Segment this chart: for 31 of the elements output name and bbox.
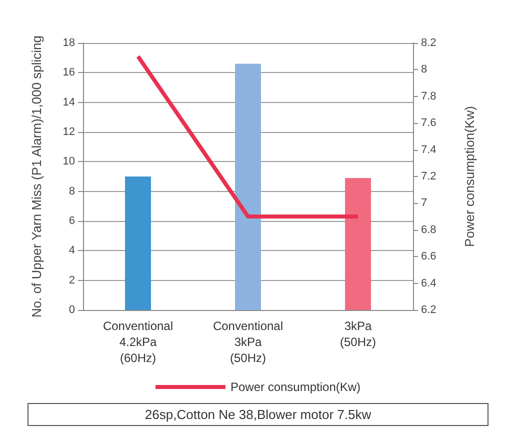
y-tick-label: 10 <box>62 156 75 168</box>
y2-axis-title: Power consumption(Kw) <box>462 106 477 247</box>
text: Power consumption(Kw) <box>230 380 361 394</box>
bar <box>345 178 371 310</box>
y-tick-label: 0 <box>68 304 75 316</box>
y2-tick-label: 7.2 <box>421 170 436 182</box>
bar <box>125 176 151 310</box>
text: 26sp,Cotton Ne 38,Blower motor 7.5kw <box>144 407 372 422</box>
x-tick-label: 3kPa (50Hz) <box>340 319 376 349</box>
y2-tick-label: 7.6 <box>421 117 436 130</box>
y-tick-label: 2 <box>68 274 75 286</box>
y2-tick-label: 8 <box>421 64 428 76</box>
y-tick-label: 6 <box>68 215 75 227</box>
y-tick-label: 18 <box>62 37 75 49</box>
y2-tick-label: 8.2 <box>421 37 436 49</box>
y2-tick-label: 7 <box>421 197 428 210</box>
y2-tick-label: 6.8 <box>421 224 436 236</box>
y2-tick-label: 7.8 <box>421 90 436 102</box>
x-tick-label: Conventional 4.2kPa (60Hz) <box>102 319 174 365</box>
y-axis-title: No. of Upper Yarn Miss (P1 Alarm)/1,000 splicing <box>29 35 44 318</box>
y2-tick-label: 6.4 <box>421 277 436 290</box>
y2-tick-label: 6.2 <box>421 304 436 316</box>
y-tick-label: 12 <box>62 126 75 138</box>
y2-tick-label: 7.4 <box>421 144 436 156</box>
y-tick-label: 14 <box>62 96 75 108</box>
y-tick-label: 8 <box>68 185 75 198</box>
y2-tick-label: 6.6 <box>421 250 436 263</box>
y-tick-label: 4 <box>68 244 75 257</box>
y-tick-label: 16 <box>62 66 75 79</box>
bar <box>235 64 261 310</box>
x-tick-label: Conventional 3kPa (50Hz) <box>212 319 284 365</box>
